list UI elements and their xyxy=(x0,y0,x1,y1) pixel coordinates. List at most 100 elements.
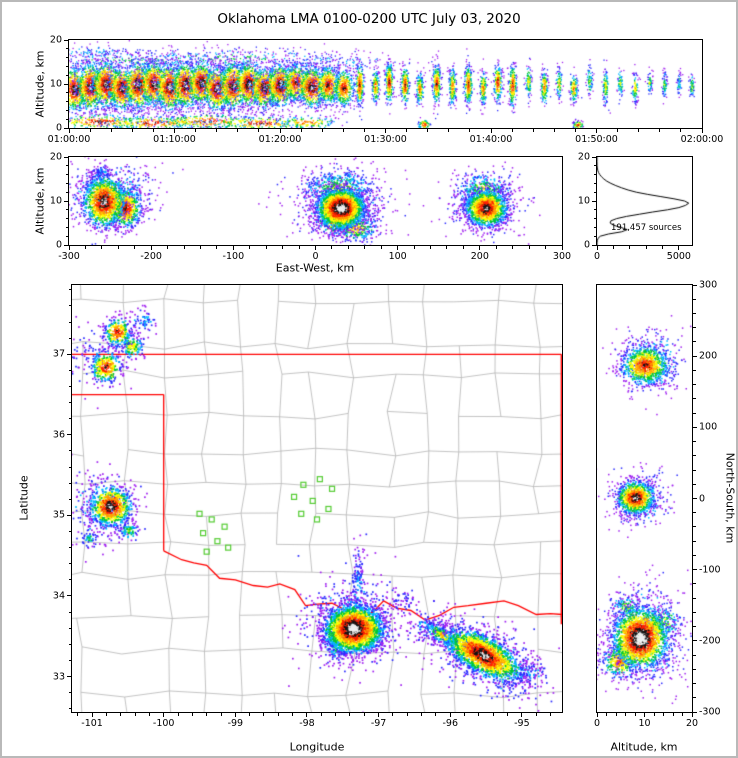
tick-mark xyxy=(110,129,112,132)
tick-mark xyxy=(65,165,68,167)
tick-mark xyxy=(163,713,165,717)
tick-label: 0 xyxy=(312,251,319,262)
tick-mark xyxy=(693,412,696,414)
tick-mark xyxy=(593,235,596,237)
tick-mark xyxy=(678,246,680,250)
tick-label: 100 xyxy=(388,251,407,262)
tick-mark xyxy=(363,129,365,132)
tick-label: -200 xyxy=(140,251,162,262)
tick-label: 200 xyxy=(470,251,489,262)
tick-mark xyxy=(596,713,598,717)
tick-mark xyxy=(693,654,696,656)
tick-mark xyxy=(65,209,68,211)
tick-mark xyxy=(68,289,71,291)
tick-mark xyxy=(68,708,71,710)
tick-mark xyxy=(237,129,239,132)
tick-label: 300 xyxy=(552,251,572,262)
tick-mark xyxy=(68,498,71,500)
tick-mark xyxy=(68,305,71,307)
tick-mark xyxy=(342,129,344,132)
axis-label-altitude-ew: Altitude, km xyxy=(33,167,47,235)
tick-mark xyxy=(507,713,509,716)
tick-mark xyxy=(693,455,696,457)
tick-mark xyxy=(120,713,122,716)
tick-mark xyxy=(421,713,423,716)
tick-mark xyxy=(68,579,71,581)
tick-mark xyxy=(68,643,71,645)
tick-mark xyxy=(363,713,365,716)
tick-label: 01:40:00 xyxy=(469,134,513,145)
tick-mark xyxy=(131,129,133,132)
tick-mark xyxy=(617,129,619,132)
tick-mark xyxy=(693,569,697,571)
tick-mark xyxy=(68,129,70,133)
tick-mark xyxy=(68,531,71,533)
tick-mark xyxy=(249,246,251,249)
tick-mark xyxy=(532,129,534,132)
tick-mark xyxy=(148,713,150,716)
tick-mark xyxy=(693,697,696,699)
tick-mark xyxy=(117,246,119,249)
tick-label: -101 xyxy=(81,718,103,729)
tick-mark xyxy=(693,640,697,642)
tick-mark xyxy=(521,713,523,717)
tick-mark xyxy=(645,246,647,249)
tick-mark xyxy=(378,713,380,717)
tick-label: -95 xyxy=(514,718,530,729)
tick-mark xyxy=(592,156,596,158)
tick-label: 10 xyxy=(49,78,62,90)
tick-mark xyxy=(68,627,71,629)
tick-label: 34 xyxy=(52,590,65,602)
tick-mark xyxy=(89,129,91,132)
tick-mark xyxy=(629,246,631,249)
tick-mark xyxy=(64,83,68,85)
tick-label: 20 xyxy=(49,151,62,163)
tick-mark xyxy=(105,713,107,716)
tick-mark xyxy=(150,246,152,250)
tick-mark xyxy=(693,298,696,300)
tick-mark xyxy=(606,713,607,716)
tick-mark xyxy=(67,676,71,678)
tick-label: -100 xyxy=(222,251,245,262)
tick-mark xyxy=(68,659,71,661)
tick-mark xyxy=(64,244,68,246)
tick-mark xyxy=(65,65,68,67)
tick-mark xyxy=(191,713,193,716)
tick-mark xyxy=(625,713,626,716)
tick-mark xyxy=(65,101,68,103)
tick-mark xyxy=(65,191,68,193)
tick-mark xyxy=(492,713,494,716)
tick-label: 300 xyxy=(699,279,718,291)
tick-label: 20 xyxy=(685,718,699,729)
tick-mark xyxy=(392,713,394,716)
tick-mark xyxy=(174,129,175,133)
tick-mark xyxy=(693,312,696,314)
tick-mark xyxy=(65,48,68,50)
tick-mark xyxy=(101,246,103,249)
tick-label: -300 xyxy=(699,706,721,718)
tick-mark xyxy=(315,246,316,250)
tick-mark xyxy=(495,246,497,249)
axis-label-altitude-ns: Altitude, km xyxy=(610,740,678,754)
tick-mark xyxy=(693,668,696,670)
tick-label: 10 xyxy=(577,195,590,207)
tick-mark xyxy=(68,692,71,694)
tick-mark xyxy=(596,129,597,133)
tick-mark xyxy=(693,483,696,485)
tick-mark xyxy=(306,713,308,717)
tick-mark xyxy=(593,174,596,176)
tick-mark xyxy=(446,246,448,249)
tick-mark xyxy=(282,246,284,249)
panel-north-south-altitude xyxy=(596,284,693,713)
tick-mark xyxy=(561,246,563,250)
tick-mark xyxy=(615,713,617,716)
tick-mark xyxy=(413,246,415,249)
tick-mark xyxy=(490,129,492,133)
tick-mark xyxy=(592,200,596,202)
tick-mark xyxy=(553,129,555,132)
tick-mark xyxy=(511,129,513,132)
tick-mark xyxy=(134,713,136,716)
tick-mark xyxy=(535,713,537,716)
tick-label: -96 xyxy=(442,718,458,729)
